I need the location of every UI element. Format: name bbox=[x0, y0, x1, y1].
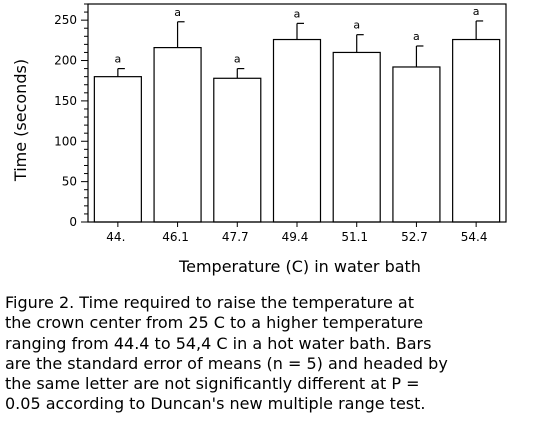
x-axis-title: Temperature (C) in water bath bbox=[178, 257, 421, 276]
bar-chart: a a a a a a a 0 50 100 150 200 250 44. 46.1 47.7 49.4 51… bbox=[11, 3, 507, 276]
bar bbox=[153, 46, 202, 223]
caption-line: 0.05 according to Duncan's new multiple … bbox=[5, 394, 426, 414]
bar bbox=[213, 77, 262, 223]
x-tick-label: 54.4 bbox=[461, 230, 488, 244]
y-axis-title: Time (seconds) bbox=[11, 59, 30, 182]
y-tick-label: 200 bbox=[54, 54, 77, 68]
significance-letter: a bbox=[114, 53, 121, 66]
caption-line: ranging from 44.4 to 54,4 C in a hot wat… bbox=[5, 333, 432, 353]
y-tick-label: 100 bbox=[54, 134, 77, 148]
x-tick-label: 52.7 bbox=[401, 230, 428, 244]
axes-group: 0 50 100 150 200 250 44. 46.1 47.7 49.4 51.1 52.7 54… bbox=[54, 3, 507, 244]
caption-line: the same letter are not significantly di… bbox=[5, 374, 420, 394]
figure-caption: Figure 2. Time required to raise the tem… bbox=[5, 293, 545, 415]
caption-line: are the standard error of means (n = 5) … bbox=[5, 353, 448, 373]
significance-letter: a bbox=[473, 5, 480, 18]
x-tick-label: 44. bbox=[106, 230, 125, 244]
caption-line: Figure 2. Time required to raise the tem… bbox=[5, 293, 414, 312]
x-tick-label: 49.4 bbox=[282, 230, 309, 244]
x-tick-label: 51.1 bbox=[341, 230, 368, 244]
caption-line: the crown center from 25 C to a higher t… bbox=[5, 313, 424, 333]
significance-letter: a bbox=[234, 53, 241, 66]
bar bbox=[392, 66, 441, 223]
x-tick-label: 47.7 bbox=[222, 230, 249, 244]
bar bbox=[452, 38, 501, 223]
bar bbox=[93, 76, 142, 223]
x-tick-label: 46.1 bbox=[162, 230, 189, 244]
bar bbox=[272, 38, 322, 223]
significance-letter: a bbox=[353, 19, 360, 32]
y-tick-label: 250 bbox=[54, 13, 77, 27]
y-tick-label: 0 bbox=[69, 215, 77, 229]
bars-group: a a a a a a a bbox=[93, 5, 501, 223]
significance-letter: a bbox=[294, 7, 301, 20]
bar bbox=[332, 51, 381, 223]
significance-letter: a bbox=[174, 6, 181, 19]
y-tick-label: 150 bbox=[54, 94, 77, 108]
y-tick-label: 50 bbox=[62, 175, 77, 189]
significance-letter: a bbox=[413, 30, 420, 43]
